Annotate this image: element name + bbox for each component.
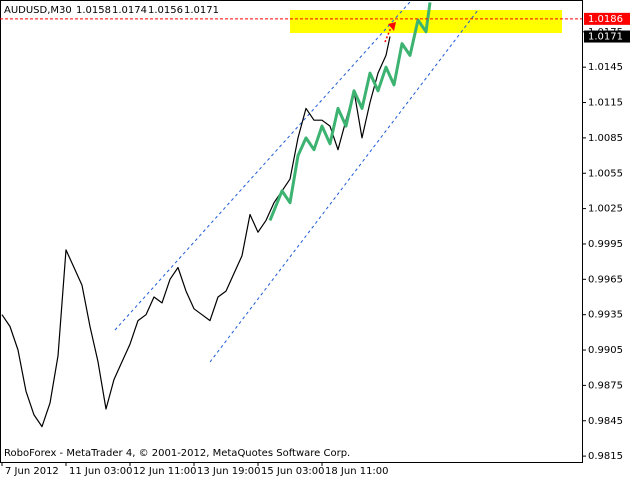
price-line (1, 36, 391, 428)
y-tick-label: 1.0085 (588, 133, 623, 144)
y-tick-label: 1.0145 (588, 62, 623, 73)
x-tick-label: 13 Jun 19:00 (197, 466, 261, 477)
x-tick-label: 7 Jun 2012 (5, 466, 59, 477)
y-tick-label: 0.9965 (588, 274, 623, 285)
forecast-line (268, 2, 432, 221)
x-tick-label: 11 Jun 03:00 (69, 466, 133, 477)
ohlc-value: 1.0174 (112, 5, 147, 16)
plot-frame (0, 0, 583, 463)
level-box (584, 30, 630, 43)
y-tick-label: 1.0115 (588, 98, 623, 109)
x-tick-label: 15 Jun 03:00 (261, 466, 325, 477)
footer: RoboForex - MetaTrader 4, © 2001-2012, M… (4, 448, 350, 459)
y-tick-label: 1.0055 (588, 168, 623, 179)
arrow-head (388, 22, 396, 31)
y-tick-label: 0.9935 (588, 310, 623, 321)
y-tick-label: 0.9905 (588, 345, 623, 356)
chart-title: AUDUSD,M30 (4, 5, 72, 16)
level-label: 1.0186 (588, 14, 623, 25)
x-tick-label: 12 Jun 11:00 (133, 466, 197, 477)
level-label: 1.0171 (588, 32, 623, 43)
plot (1, 2, 432, 428)
x-tick-label: 18 Jun 11:00 (325, 466, 389, 477)
y-tick-label: 0.9875 (588, 380, 623, 391)
y-tick-label: 1.0025 (588, 204, 623, 215)
channel-upper (114, 1, 411, 331)
forecast-arrow (384, 24, 393, 43)
y-tick-label: 0.9815 (588, 451, 623, 462)
ohlc-value: 1.0158 (76, 5, 111, 16)
channel (114, 1, 479, 363)
ohlc: 1.0158 1.0174 1.0156 1.0171 (76, 5, 219, 16)
ohlc-value: 1.0156 (148, 5, 183, 16)
channel-lower (209, 9, 479, 363)
y-tick-label: 0.9995 (588, 239, 623, 250)
ohlc-value: 1.0171 (184, 5, 219, 16)
y-tick-label: 0.9845 (588, 416, 623, 427)
level-box (584, 12, 630, 25)
